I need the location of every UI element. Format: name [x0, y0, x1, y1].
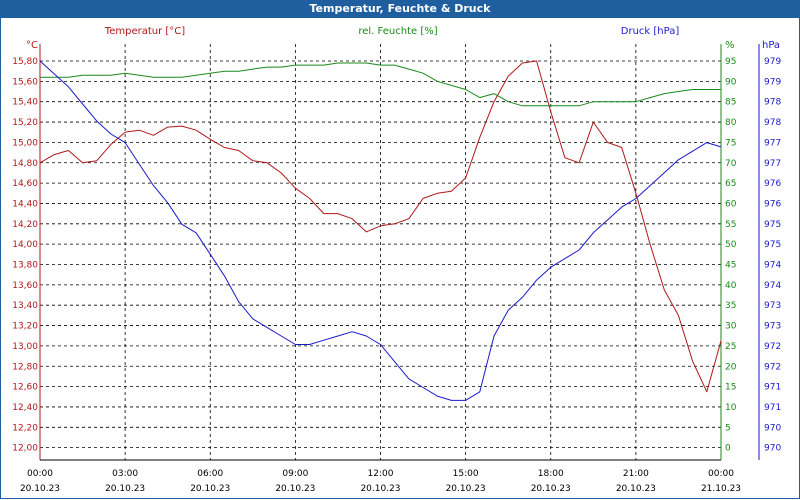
x-tick-date: 21.10.23 — [701, 484, 741, 494]
temperature-tick-label: 13,80 — [12, 261, 38, 271]
humidity-tick-label: 70 — [725, 159, 737, 169]
humidity-tick-label: 60 — [725, 199, 737, 209]
x-tick-date: 20.10.23 — [20, 484, 60, 494]
pressure-tick-label: 976 — [764, 179, 781, 189]
temperature-tick-label: 12,60 — [12, 383, 38, 393]
humidity-tick-label: 40 — [725, 281, 737, 291]
humidity-line — [40, 62, 721, 107]
pressure-tick-label: 977 — [764, 138, 781, 148]
humidity-tick-label: 25 — [725, 342, 736, 352]
temperature-line — [39, 60, 722, 393]
pressure-tick-label: 970 — [764, 444, 781, 454]
pressure-unit: hPa — [762, 40, 780, 51]
humidity-tick-label: 0 — [725, 444, 731, 454]
temperature-tick-label: 13,00 — [12, 342, 38, 352]
x-tick-time: 18:00 — [538, 469, 564, 479]
series-lines — [39, 60, 722, 401]
x-tick-date: 20.10.23 — [531, 484, 571, 494]
temperature-tick-label: 14,40 — [12, 199, 38, 209]
temperature-axis-label: Temperatur [°C] — [104, 26, 185, 37]
humidity-tick-label: 55 — [725, 220, 736, 230]
humidity-tick-label: 80 — [725, 118, 737, 128]
temperature-tick-label: 12,40 — [12, 403, 38, 413]
humidity-tick-label: 50 — [725, 240, 737, 250]
humidity-tick-label: 65 — [725, 179, 736, 189]
temperature-tick-label: 14,60 — [12, 179, 38, 189]
pressure-tick-label: 972 — [764, 362, 781, 372]
x-tick-time: 12:00 — [368, 469, 394, 479]
temperature-tick-label: 14,00 — [12, 240, 38, 250]
temperature-tick-label: 14,80 — [12, 159, 38, 169]
temperature-tick-label: 13,20 — [12, 322, 38, 332]
humidity-tick-label: 85 — [725, 98, 736, 108]
x-tick-date: 20.10.23 — [105, 484, 145, 494]
pressure-tick-label: 979 — [764, 77, 781, 87]
x-tick-time: 03:00 — [112, 469, 138, 479]
pressure-tick-label: 971 — [764, 403, 781, 413]
pressure-tick-label: 974 — [764, 281, 781, 291]
pressure-tick-label: 975 — [764, 220, 781, 230]
x-tick-date: 20.10.23 — [446, 484, 486, 494]
humidity-tick-label: 45 — [725, 261, 736, 271]
pressure-tick-label: 977 — [764, 159, 781, 169]
x-tick-date: 20.10.23 — [360, 484, 400, 494]
grid-lines — [39, 44, 722, 460]
temperature-tick-label: 12,80 — [12, 362, 38, 372]
humidity-tick-label: 20 — [725, 362, 737, 372]
humidity-tick-label: 95 — [725, 57, 736, 67]
pressure-tick-label: 973 — [764, 322, 781, 332]
humidity-tick-label: 10 — [725, 403, 737, 413]
x-tick-date: 20.10.23 — [190, 484, 230, 494]
x-tick-time: 00:00 — [27, 469, 53, 479]
x-tick-time: 15:00 — [453, 469, 479, 479]
pressure-tick-label: 975 — [764, 240, 781, 250]
pressure-tick-label: 973 — [764, 301, 781, 311]
pressure-tick-label: 974 — [764, 261, 781, 271]
pressure-tick-label: 979 — [764, 57, 781, 67]
pressure-axis-label: Druck [hPa] — [621, 26, 680, 37]
temperature-unit: °C — [26, 40, 38, 51]
humidity-unit: % — [725, 40, 735, 51]
x-tick-time: 09:00 — [282, 469, 308, 479]
pressure-tick-label: 971 — [764, 383, 781, 393]
pressure-tick-label: 972 — [764, 342, 781, 352]
temperature-tick-label: 15,20 — [12, 118, 38, 128]
axes — [39, 44, 760, 461]
chart-title: Temperatur, Feuchte & Druck — [0, 0, 800, 18]
temperature-tick-label: 13,40 — [12, 301, 38, 311]
tick-labels: 15,80 15,60 15,40 15,20 15,00 14,80 14,60 14,40… — [12, 57, 781, 494]
temperature-tick-label: 14,20 — [12, 220, 38, 230]
temperature-tick-label: 15,00 — [12, 138, 38, 148]
x-tick-date: 20.10.23 — [616, 484, 656, 494]
humidity-tick-label: 30 — [725, 322, 737, 332]
pressure-line — [39, 60, 722, 401]
temperature-tick-label: 15,40 — [12, 98, 38, 108]
temperature-tick-label: 12,20 — [12, 423, 38, 433]
x-tick-time: 21:00 — [623, 469, 649, 479]
temperature-tick-label: 13,60 — [12, 281, 38, 291]
humidity-tick-label: 75 — [725, 138, 736, 148]
pressure-tick-label: 978 — [764, 98, 781, 108]
pressure-tick-label: 976 — [764, 199, 781, 209]
humidity-tick-label: 5 — [725, 423, 731, 433]
humidity-tick-label: 90 — [725, 77, 737, 87]
pressure-tick-label: 970 — [764, 423, 781, 433]
humidity-axis-label: rel. Feuchte [%] — [358, 26, 437, 37]
humidity-tick-label: 35 — [725, 301, 736, 311]
temperature-tick-label: 15,60 — [12, 77, 38, 87]
temperature-tick-label: 15,80 — [12, 57, 38, 67]
x-tick-time: 06:00 — [197, 469, 223, 479]
temperature-tick-label: 12,00 — [12, 444, 38, 454]
x-tick-date: 20.10.23 — [275, 484, 315, 494]
pressure-tick-label: 978 — [764, 118, 781, 128]
x-tick-time: 00:00 — [708, 469, 734, 479]
humidity-tick-label: 15 — [725, 383, 736, 393]
